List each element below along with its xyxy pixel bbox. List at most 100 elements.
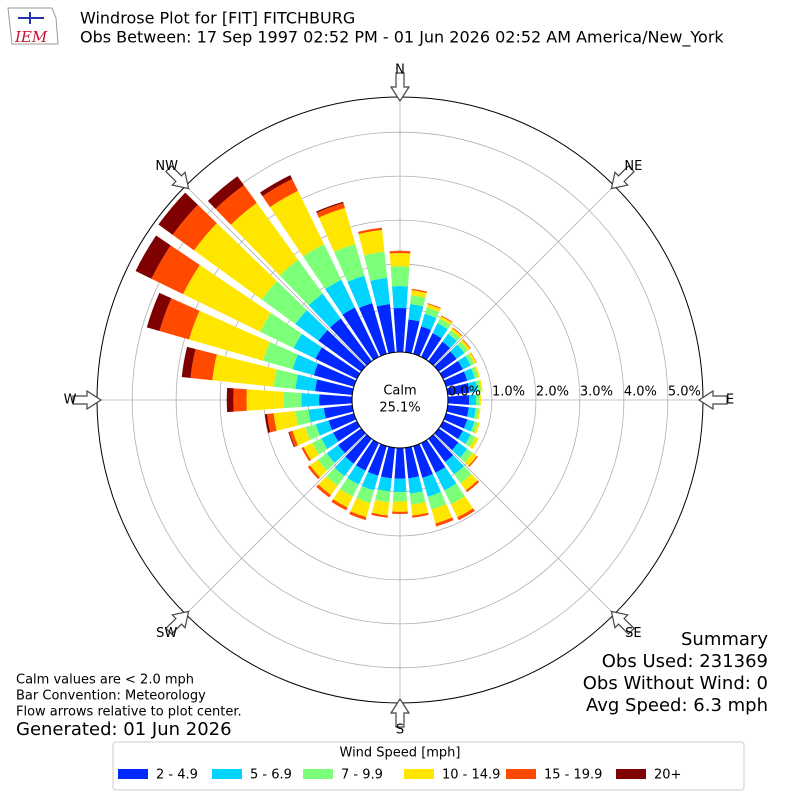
bar-segment — [292, 354, 318, 376]
compass-arrow — [165, 610, 190, 635]
bar-segment — [151, 245, 200, 295]
bar-segment — [405, 446, 420, 479]
bar-segment — [316, 201, 344, 213]
bar-segment — [434, 351, 457, 372]
bar-segment — [392, 491, 408, 502]
bar-segment — [410, 290, 427, 298]
bar-segment — [465, 353, 475, 366]
bar-segment — [312, 438, 328, 455]
legend-label: 7 - 9.9 — [341, 768, 383, 783]
bar-segment — [308, 293, 341, 328]
angular-grid-line — [185, 185, 367, 367]
bar-segment — [303, 244, 342, 290]
bar-segment — [159, 298, 200, 340]
bar-segment — [479, 394, 481, 406]
bar-segment — [410, 295, 426, 307]
arrow-shape — [165, 165, 190, 190]
legend-swatch — [506, 769, 536, 779]
bar-segment — [321, 432, 339, 449]
compass-label: NE — [624, 159, 642, 174]
angular-grid-line — [185, 433, 367, 615]
grid-circle — [131, 131, 669, 669]
bar-segment — [422, 473, 441, 497]
bar-segment — [328, 413, 357, 431]
bar-segment — [467, 407, 476, 419]
bar-segment — [439, 316, 453, 325]
bar-segment — [292, 427, 310, 446]
bar-segment — [445, 455, 464, 475]
bar-segment — [269, 190, 325, 257]
bar-segment — [246, 389, 285, 411]
bar-segment — [447, 395, 470, 405]
radial-tick-label: 4.0% — [624, 385, 657, 400]
bar-segment — [377, 476, 392, 492]
bar-segment — [435, 517, 454, 527]
bar-segment — [181, 346, 196, 378]
bar-segment — [303, 442, 320, 461]
bar-segment — [463, 368, 475, 381]
bar-segment — [450, 344, 465, 359]
bar-segment — [326, 467, 345, 486]
bar-segment — [478, 379, 483, 392]
bar-segment — [279, 259, 323, 306]
bar-segment — [333, 489, 353, 508]
calm-value: 25.1% — [379, 401, 420, 416]
bar-segment — [428, 434, 454, 462]
bar-segment — [342, 307, 379, 361]
compass-label: NW — [155, 159, 178, 174]
bar-segment — [451, 442, 468, 458]
bar-segment — [315, 379, 354, 395]
bar-segment — [334, 456, 354, 477]
bar-segment — [273, 410, 298, 431]
bar-segment — [439, 421, 463, 440]
bar-segment — [318, 476, 338, 496]
bar-segment — [264, 413, 271, 433]
logo: IEM — [7, 7, 59, 46]
bar-segment — [421, 439, 446, 473]
bar-segment — [273, 369, 298, 390]
radial-tick-label: 0.0% — [448, 385, 481, 400]
legend-swatch — [404, 769, 434, 779]
compass-label: SE — [625, 626, 641, 641]
bar-segment — [390, 266, 410, 287]
bar-segment — [356, 486, 375, 504]
bar-segment — [212, 354, 277, 387]
bar-segment — [326, 445, 345, 463]
radial-tick-label: 5.0% — [668, 385, 701, 400]
bar-segment — [470, 352, 477, 363]
bar-segment — [427, 492, 447, 510]
bar-segment — [316, 484, 331, 498]
bar-segment — [424, 307, 440, 318]
bar-segment — [318, 330, 366, 372]
radial-tick-label: 2.0% — [536, 385, 569, 400]
bar-segment — [392, 501, 408, 512]
bar-segment — [193, 223, 277, 300]
bar-segment — [458, 355, 471, 370]
bar-segment — [476, 408, 481, 420]
bar-segment — [473, 422, 480, 434]
bar-segment — [432, 323, 448, 339]
bar-segment — [182, 264, 271, 332]
bar-segment — [260, 175, 293, 197]
compass-arrow — [697, 389, 728, 411]
bar-segment — [295, 409, 311, 426]
bar-segment — [363, 251, 388, 281]
note: Calm values are < 2.0 mph — [16, 673, 194, 688]
calm-label: Calm — [383, 384, 416, 399]
bar-segment — [359, 303, 387, 357]
bar-segment — [347, 465, 366, 485]
bar-segment — [266, 413, 277, 433]
bar-segment — [158, 192, 198, 235]
bar-segment — [435, 467, 457, 491]
bar-segment — [380, 446, 395, 479]
angular-grid-line — [433, 433, 615, 615]
bar-segment — [463, 419, 475, 432]
legend-swatch — [212, 769, 242, 779]
legend-swatch — [118, 769, 148, 779]
bar-segment — [288, 431, 295, 448]
bar-segment — [319, 394, 353, 406]
logo-outline — [7, 7, 59, 45]
compass-label: W — [64, 393, 77, 408]
bar-segment — [262, 179, 299, 208]
legend-label: 2 - 4.9 — [156, 768, 198, 783]
